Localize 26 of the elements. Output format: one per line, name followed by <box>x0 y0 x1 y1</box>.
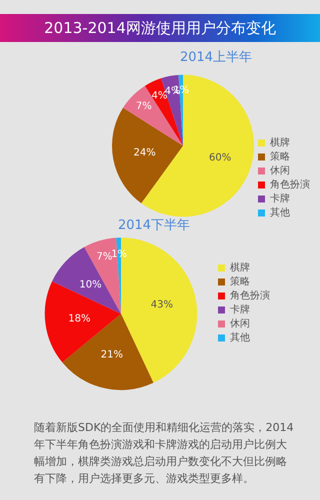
legend-label: 休闲 <box>230 318 250 330</box>
legend-label: 其他 <box>270 206 290 219</box>
data-label: 60% <box>209 152 232 164</box>
legend-label: 休闲 <box>270 164 290 177</box>
legend-label: 棋牌 <box>270 136 290 149</box>
data-label: 43% <box>150 299 174 310</box>
data-label: 4% <box>151 90 168 102</box>
text: 随着新版SDK的全面使用和精细化运营的落实，2014年下半年角色扮演游戏和卡牌游戏的启动用户比例大幅增加，棋牌类游戏总启动用户数变化不大但比例略有下降，用户选择更多元、游戏类型更多样。 <box>34 420 295 487</box>
data-label: 7% <box>96 251 112 262</box>
data-label: 10% <box>79 280 102 291</box>
legend-label: 卡牌 <box>270 192 290 205</box>
data-label: 24% <box>134 148 156 159</box>
legend-label: 棋牌 <box>230 262 250 274</box>
legend-label: 角色扮演 <box>270 178 310 191</box>
data-label: 18% <box>68 314 91 325</box>
chart-title: 2014下半年 <box>118 218 190 234</box>
chart-title: 2014上半年 <box>180 50 252 66</box>
legend-label: 策略 <box>270 150 290 163</box>
legend-label: 卡牌 <box>230 304 250 316</box>
legend-label: 策略 <box>230 276 250 288</box>
data-label: 1% <box>111 248 128 260</box>
legend-label: 其他 <box>230 332 250 344</box>
legend-label: 角色扮演 <box>230 290 270 302</box>
text: 2013-2014网游使用用户分布变化 <box>0 14 320 42</box>
data-label: 7% <box>136 101 152 112</box>
data-label: 21% <box>100 349 123 360</box>
